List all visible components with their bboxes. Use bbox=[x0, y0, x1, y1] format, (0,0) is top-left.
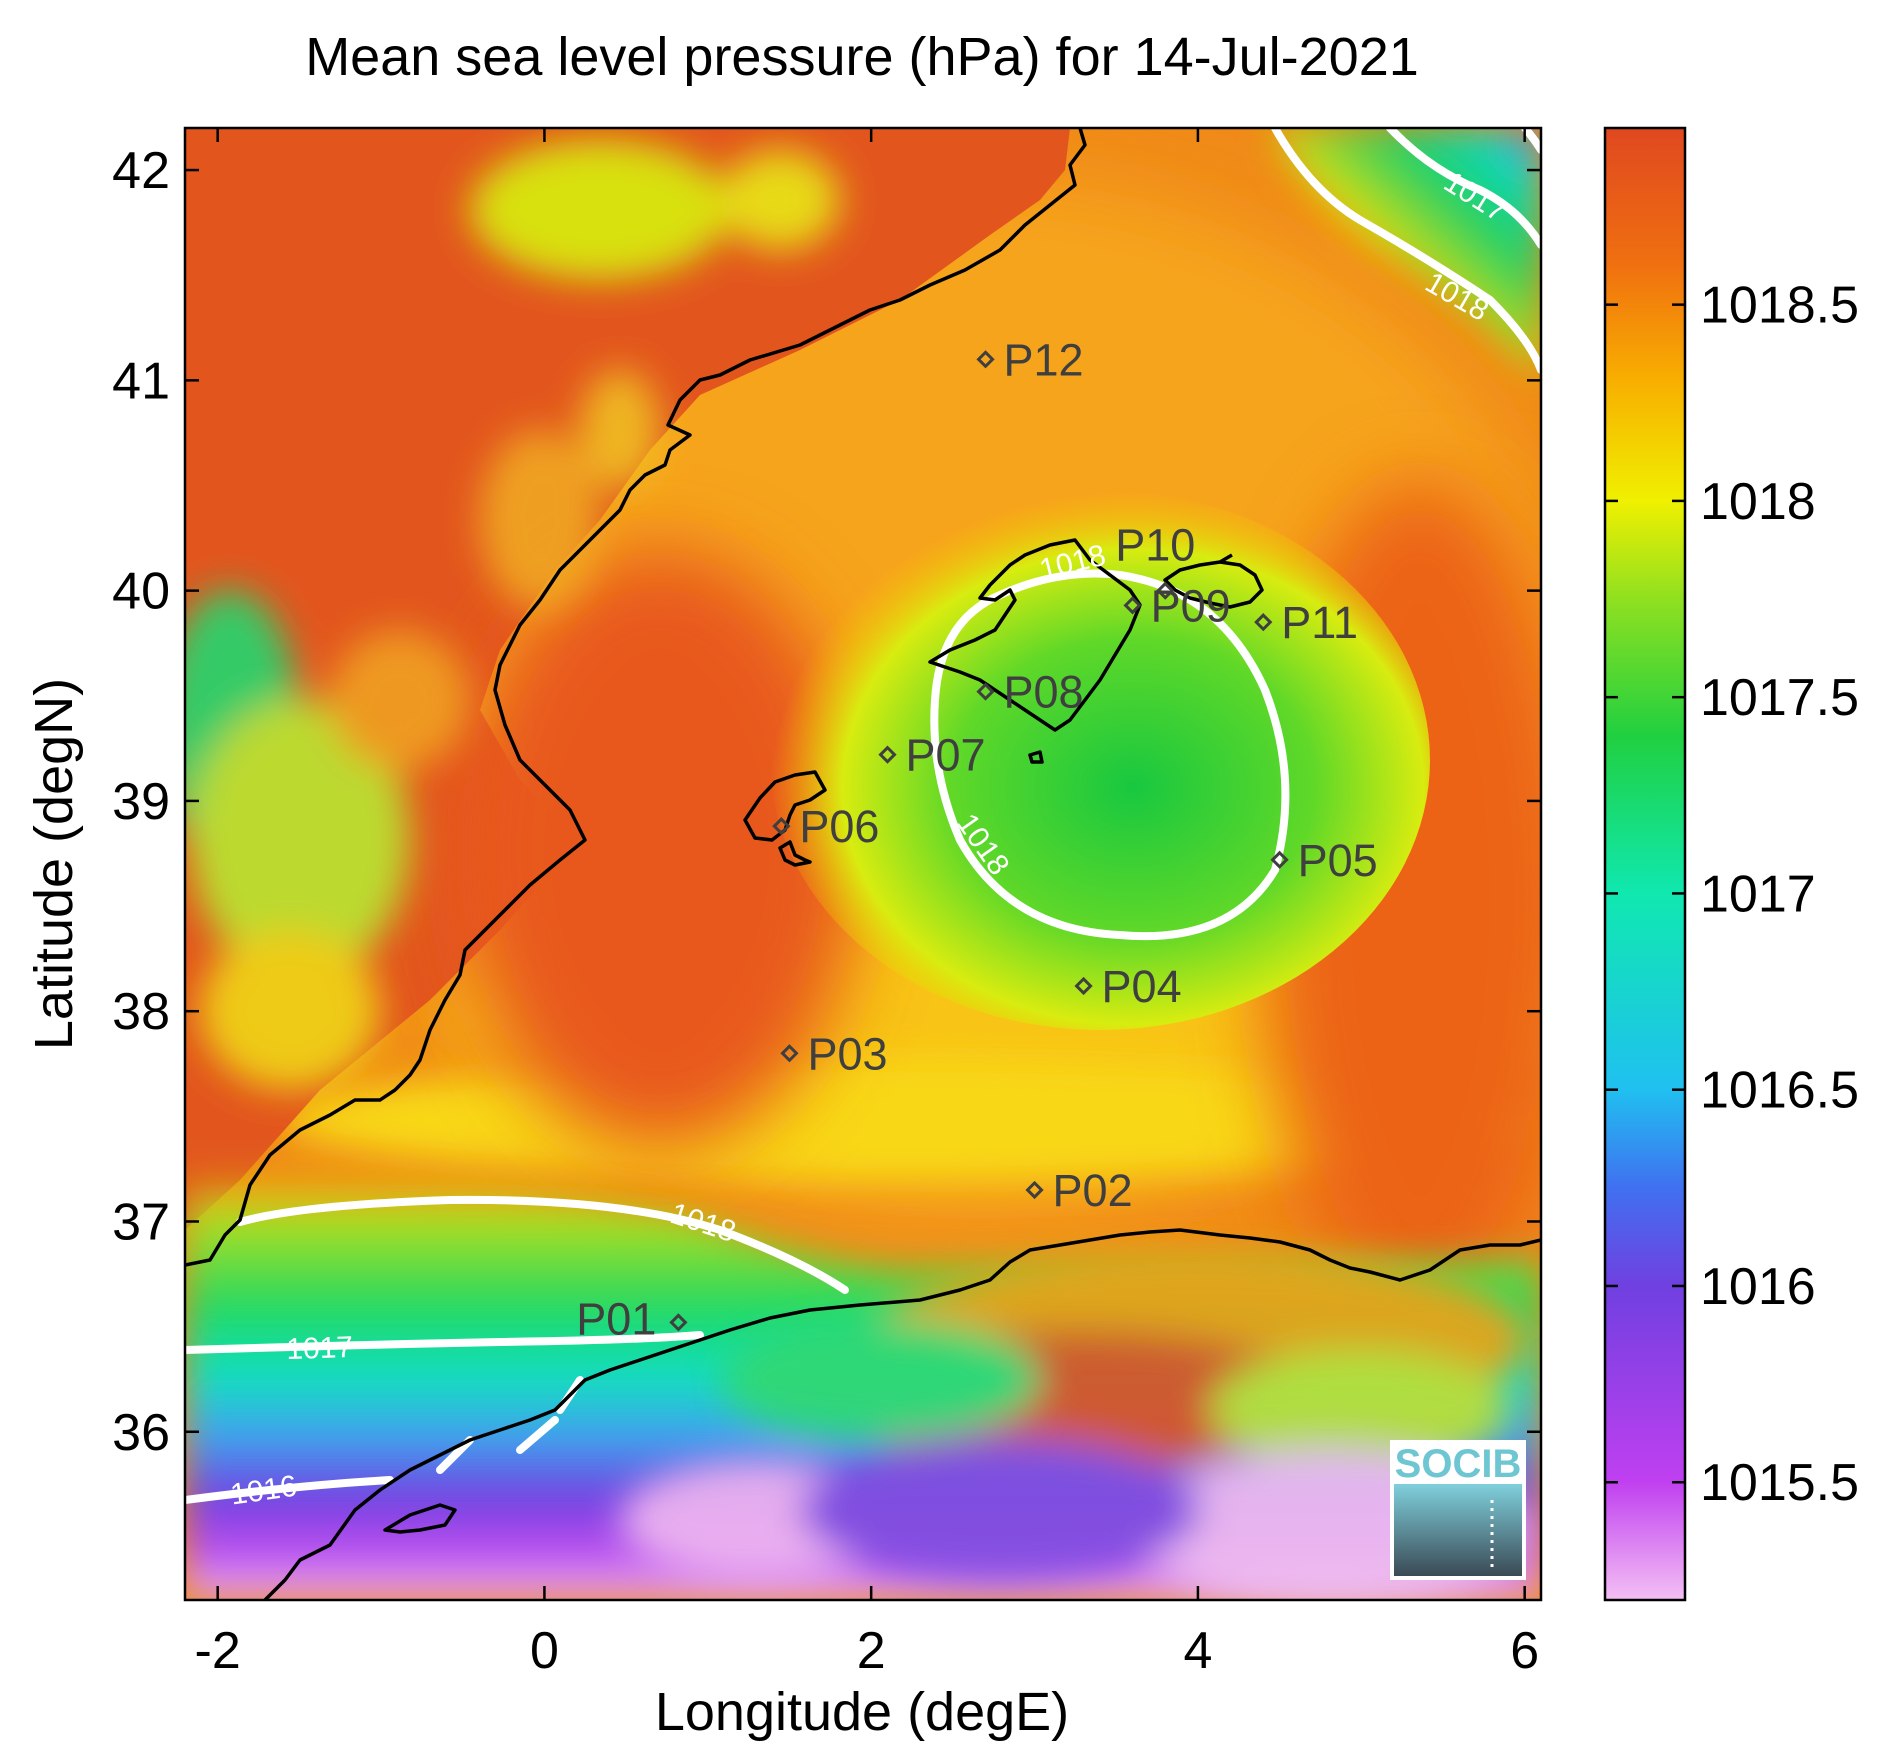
coastline-ibiza bbox=[743, 770, 827, 842]
y-tick-label: 37 bbox=[112, 1193, 170, 1251]
station-marker-p09 bbox=[1123, 596, 1142, 615]
contour-1018-south bbox=[236, 1195, 849, 1294]
y-axis-ticks: 36 37 38 39 40 41 42 bbox=[112, 142, 1541, 1462]
colorbar-tick-label: 1017.5 bbox=[1700, 669, 1859, 727]
station-marker-p12 bbox=[976, 350, 995, 369]
x-tick-label: 0 bbox=[530, 1622, 559, 1680]
station-marker-p01 bbox=[669, 1313, 688, 1332]
coastline-iberia bbox=[185, 128, 1087, 1267]
colorbar-tick-label: 1016.5 bbox=[1700, 1062, 1859, 1120]
colorbar: 1015.5 1016 1016.5 1017 1017.5 1018 1018.5 bbox=[1603, 126, 1859, 1602]
station-marker-p07 bbox=[878, 745, 897, 764]
coastline-mallorca bbox=[928, 538, 1142, 732]
coastlines bbox=[185, 128, 1541, 1600]
x-tick-label: 2 bbox=[857, 1622, 886, 1680]
station-marker-p08 bbox=[976, 682, 995, 701]
plot-frame bbox=[183, 126, 1543, 1602]
contour-lines bbox=[185, 128, 1541, 1504]
station-marker-p11 bbox=[1254, 613, 1273, 632]
station-label-p05: P05 bbox=[1298, 835, 1378, 886]
y-tick-label: 41 bbox=[112, 352, 170, 410]
chart-title: Mean sea level pressure (hPa) for 14-Jul… bbox=[305, 27, 1419, 87]
station-label-p11: P11 bbox=[1281, 597, 1358, 648]
colorbar-tick-label: 1018 bbox=[1700, 473, 1816, 531]
contour-label-1017: 1017 bbox=[286, 1331, 354, 1366]
y-tick-label: 38 bbox=[112, 983, 170, 1041]
colorbar-tick-label: 1017 bbox=[1700, 865, 1816, 923]
contour-1016-south bbox=[185, 1476, 394, 1504]
station-label-p12: P12 bbox=[1004, 334, 1084, 385]
station-label-p01: P01 bbox=[576, 1293, 656, 1344]
contour-1017-ne bbox=[1386, 128, 1541, 249]
station-label-p09: P09 bbox=[1151, 580, 1231, 631]
station-marker-p06 bbox=[772, 817, 791, 836]
colorbar-tick-label: 1015.5 bbox=[1700, 1454, 1859, 1512]
station-label-p03: P03 bbox=[807, 1028, 887, 1079]
station-marker-p05 bbox=[1270, 850, 1289, 869]
coastline-north-africa bbox=[263, 1228, 1541, 1600]
y-tick-label: 36 bbox=[112, 1404, 170, 1462]
x-tick-label: -2 bbox=[195, 1622, 241, 1680]
colorbar-tick-label: 1018.5 bbox=[1700, 277, 1859, 335]
station-label-p04: P04 bbox=[1102, 961, 1182, 1012]
station-label-p06: P06 bbox=[799, 801, 879, 852]
y-tick-label: 40 bbox=[112, 563, 170, 621]
x-tick-label: 6 bbox=[1510, 1622, 1539, 1680]
station-marker-p02 bbox=[1025, 1180, 1044, 1200]
y-tick-label: 39 bbox=[112, 773, 170, 831]
socib-logo: SOCIB bbox=[1390, 1440, 1526, 1580]
y-axis-label: Latitude (degN) bbox=[24, 678, 84, 1050]
y-tick-label: 42 bbox=[112, 142, 170, 200]
contour-1018-ne bbox=[1271, 128, 1541, 374]
colorbar-ticks: 1015.5 1016 1016.5 1017 1017.5 1018 1018.5 bbox=[1605, 277, 1859, 1512]
station-label-p07: P07 bbox=[906, 730, 986, 781]
pressure-field bbox=[185, 128, 1541, 1600]
colorbar-fill bbox=[1603, 126, 1687, 1602]
contour-1017-south bbox=[185, 1331, 704, 1354]
station-markers: P01 P02 P03 P04 P05 P06 P07 P08 P09 P10 P11 P12 bbox=[576, 334, 1377, 1344]
station-label-p10: P10 bbox=[1115, 520, 1195, 571]
station-marker-p10 bbox=[1156, 581, 1175, 600]
coastline-cabrera bbox=[1028, 750, 1044, 764]
coastline-formentera bbox=[778, 840, 812, 867]
station-marker-p04 bbox=[1074, 976, 1093, 996]
colorbar-tick-label: 1016 bbox=[1700, 1258, 1816, 1316]
coastline-menorca bbox=[1163, 553, 1264, 609]
station-label-p08: P08 bbox=[1004, 667, 1084, 718]
x-axis-label: Longitude (degE) bbox=[655, 1682, 1069, 1742]
socib-logo-text: SOCIB bbox=[1395, 1442, 1522, 1486]
station-label-p02: P02 bbox=[1053, 1165, 1133, 1216]
coastline-alboran bbox=[383, 1503, 457, 1534]
x-axis-ticks: -2 0 2 4 6 bbox=[195, 128, 1539, 1680]
contour-1018-low bbox=[930, 569, 1290, 941]
x-tick-label: 4 bbox=[1183, 1622, 1212, 1680]
station-marker-p03 bbox=[780, 1044, 799, 1063]
